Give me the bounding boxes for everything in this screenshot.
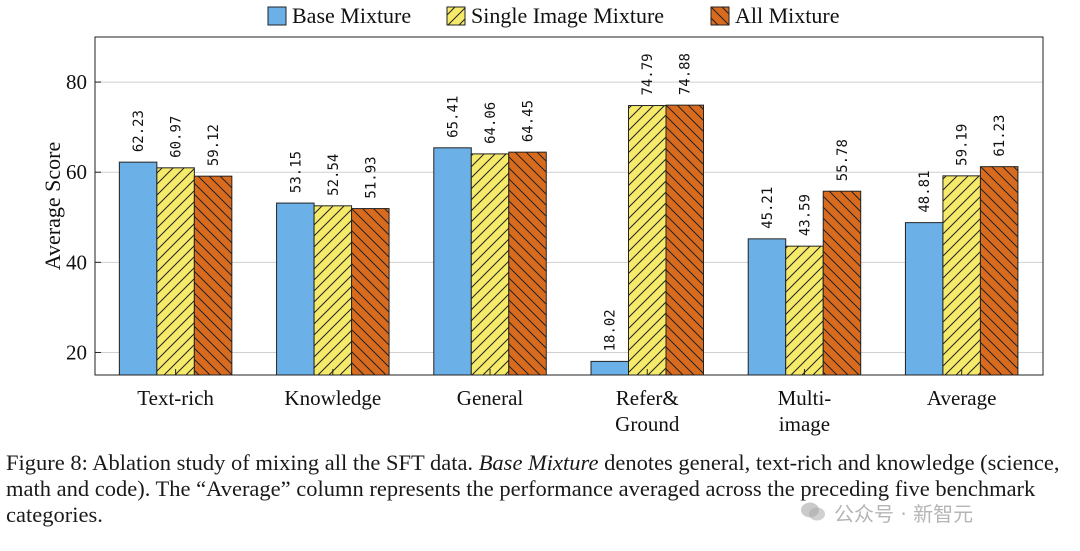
data-label: 55.78 xyxy=(835,139,851,181)
x-axis: Text-rich Knowledge General Refer&Ground Mul… xyxy=(137,369,996,436)
data-label: 59.19 xyxy=(955,124,971,166)
watermark-text: 公众号 · 新智元 xyxy=(834,501,974,526)
grid-lines xyxy=(95,81,1043,353)
data-label: 53.15 xyxy=(288,151,304,193)
bar xyxy=(942,175,981,376)
caption-prefix: Figure 8: Ablation study of mixing all t… xyxy=(6,450,479,475)
data-label: 60.97 xyxy=(169,116,185,158)
bar xyxy=(979,166,1019,376)
data-label: 61.23 xyxy=(992,115,1008,157)
bars xyxy=(118,104,1019,376)
x-tick-label: Refer& xyxy=(616,386,679,410)
legend: Base Mixture Single Image Mixture All Mixt… xyxy=(267,3,840,28)
bar xyxy=(433,147,472,376)
y-tick-label: 80 xyxy=(66,70,87,94)
caption-emphasis: Base Mixture xyxy=(478,450,599,475)
bar xyxy=(747,238,787,376)
x-tick-label: Multi- xyxy=(778,386,832,410)
legend-swatch xyxy=(267,6,287,26)
wechat-icon xyxy=(801,502,825,521)
bar xyxy=(822,190,862,376)
y-tick-label: 40 xyxy=(66,250,87,274)
data-labels: 62.23 60.97 59.12 53.15 52.54 51.93 65.41 64.06… xyxy=(131,53,1008,351)
data-label: 45.21 xyxy=(760,187,776,229)
data-label: 74.79 xyxy=(640,53,656,95)
legend-swatch xyxy=(710,6,730,26)
y-tick-label: 20 xyxy=(66,340,87,364)
bar xyxy=(276,202,315,376)
bar xyxy=(156,167,195,376)
bar xyxy=(193,175,233,376)
x-tick-label: General xyxy=(457,386,524,410)
data-label: 74.88 xyxy=(678,53,694,95)
bar xyxy=(118,161,158,376)
x-tick-label: Ground xyxy=(615,412,680,436)
bar xyxy=(508,151,547,376)
legend-label: Single Image Mixture xyxy=(471,3,664,28)
plot-frame xyxy=(94,36,1044,376)
x-tick-label: Average xyxy=(927,386,997,410)
data-label: 48.81 xyxy=(917,170,933,212)
bar xyxy=(590,360,629,376)
bar xyxy=(627,105,667,376)
figure-caption: Figure 8: Ablation study of mixing all t… xyxy=(6,450,1078,528)
bar xyxy=(785,245,824,376)
y-tick-label: 60 xyxy=(66,160,87,184)
data-label: 52.54 xyxy=(326,154,342,196)
bar xyxy=(313,205,353,376)
x-tick-label: Text-rich xyxy=(137,386,214,410)
data-label: 65.41 xyxy=(446,96,462,138)
data-label: 18.02 xyxy=(603,309,619,351)
y-axis-label: Average Score xyxy=(40,142,65,270)
legend-label: All Mixture xyxy=(735,3,840,28)
legend-swatch xyxy=(446,6,466,26)
bar xyxy=(351,208,390,376)
watermark: 公众号 · 新智元 xyxy=(800,497,1070,527)
y-axis: 20 40 60 80 xyxy=(66,70,101,364)
data-label: 62.23 xyxy=(131,110,147,152)
data-label: 64.06 xyxy=(483,102,499,144)
caption-suffix: denotes general, text-rich and knowledge… xyxy=(6,450,1060,527)
bar xyxy=(470,153,510,376)
bar-chart: 62.23 60.97 59.12 53.15 52.54 51.93 65.41 64.06… xyxy=(40,3,1044,436)
x-tick-label: Knowledge xyxy=(284,386,381,410)
x-tick-label: image xyxy=(779,412,830,436)
legend-label: Base Mixture xyxy=(292,3,411,28)
data-label: 64.45 xyxy=(521,100,537,142)
data-label: 43.59 xyxy=(797,194,813,236)
data-label: 51.93 xyxy=(363,156,379,198)
data-label: 59.12 xyxy=(206,124,222,166)
bar xyxy=(665,104,704,376)
bar xyxy=(904,222,944,376)
